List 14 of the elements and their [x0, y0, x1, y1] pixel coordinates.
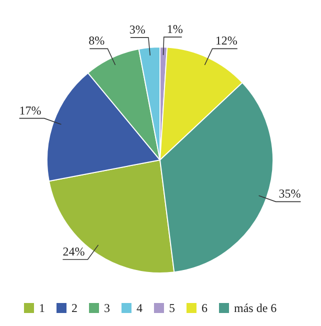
legend-label: 6	[202, 301, 208, 315]
legend-label: más de 6	[234, 301, 277, 315]
data-label: 8%	[88, 34, 105, 48]
legend-label: 1	[39, 301, 45, 315]
data-label: 35%	[278, 186, 301, 201]
data-label: 3%	[129, 22, 146, 37]
data-label: 17%	[19, 103, 42, 118]
legend-label: 4	[136, 301, 142, 315]
legend-label: 3	[104, 301, 110, 315]
data-label: 12%	[215, 34, 238, 48]
legend-label: 2	[72, 301, 78, 315]
data-label: 24%	[62, 244, 85, 259]
legend-label: 5	[169, 301, 175, 315]
data-label: 1%	[166, 22, 183, 36]
